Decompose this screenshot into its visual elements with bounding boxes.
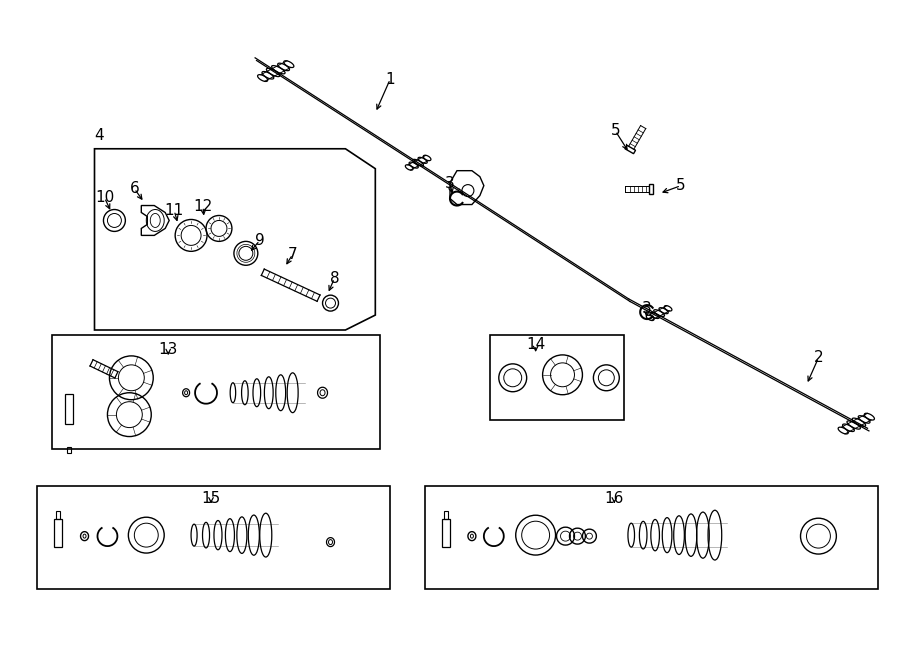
Text: 14: 14: [526, 337, 545, 352]
Text: 4: 4: [94, 128, 104, 143]
Text: 7: 7: [288, 247, 298, 262]
Text: 9: 9: [255, 233, 265, 248]
Text: 3: 3: [446, 176, 454, 191]
Text: 1: 1: [385, 71, 395, 87]
Text: 10: 10: [94, 190, 114, 205]
Bar: [54, 519, 61, 547]
Bar: [56, 511, 59, 519]
Text: 8: 8: [329, 271, 339, 286]
Text: 16: 16: [605, 490, 624, 506]
Text: 11: 11: [165, 203, 184, 218]
Bar: [67, 447, 70, 453]
Bar: [65, 394, 73, 424]
Text: 12: 12: [194, 199, 212, 214]
Bar: [425, 486, 878, 589]
Text: 15: 15: [202, 490, 220, 506]
Text: 5: 5: [610, 124, 620, 138]
Text: 2: 2: [814, 350, 824, 366]
Bar: [444, 511, 448, 519]
Bar: [442, 519, 450, 547]
Bar: [490, 335, 625, 420]
Bar: [37, 486, 391, 589]
Bar: [51, 335, 381, 449]
Text: 3: 3: [643, 301, 652, 315]
Text: 6: 6: [130, 181, 140, 196]
Text: 13: 13: [158, 342, 178, 358]
Text: 5: 5: [676, 178, 686, 193]
